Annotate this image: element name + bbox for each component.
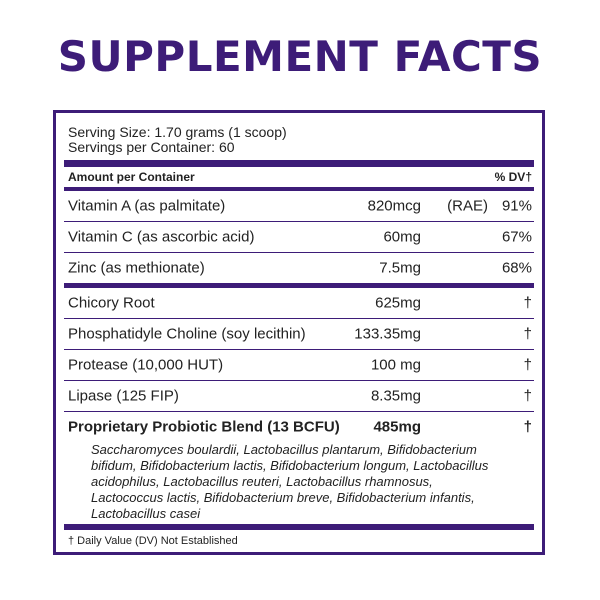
serving-info: Serving Size: 1.70 grams (1 scoop) Servi… bbox=[56, 113, 542, 155]
blend-line: Lactobacillus casei bbox=[91, 506, 201, 521]
row-divider bbox=[64, 221, 534, 222]
row-divider bbox=[64, 380, 534, 381]
nutrient-name: Protease (10,000 HUT) bbox=[68, 356, 224, 374]
footnote: † Daily Value (DV) Not Established bbox=[68, 535, 238, 547]
nutrient-name: Zinc (as methionate) bbox=[68, 259, 205, 277]
blend-list: Saccharomyces boulardii, Lactobacillus p… bbox=[56, 442, 542, 522]
nutrient-amount: 625mg bbox=[375, 294, 421, 312]
nutrient-amount: 133.35mg bbox=[354, 325, 421, 343]
nutrient-dv: † bbox=[523, 325, 532, 343]
nutrient-name: Lipase (125 FIP) bbox=[68, 387, 179, 405]
row-divider bbox=[64, 318, 534, 319]
thick-rule bbox=[64, 283, 534, 288]
nutrient-name: Vitamin C (as ascorbic acid) bbox=[68, 228, 255, 246]
row-divider bbox=[64, 411, 534, 412]
nutrient-amount: 820mcg bbox=[367, 197, 421, 215]
nutrient-row: Phosphatidyle Choline (soy lecithin) 133.… bbox=[56, 319, 542, 349]
dv-header: % DV† bbox=[494, 170, 532, 184]
servings-per-container: Servings per Container: 60 bbox=[68, 139, 235, 155]
blend-line: Saccharomyces boulardii, Lactobacillus p… bbox=[91, 442, 477, 457]
nutrient-dv: † bbox=[523, 294, 532, 312]
nutrient-dv: 91% bbox=[501, 197, 532, 215]
row-divider bbox=[64, 252, 534, 253]
blend-line: acidophilus, Lactobacillus reuteri, Lact… bbox=[91, 474, 433, 489]
facts-panel: Serving Size: 1.70 grams (1 scoop) Servi… bbox=[53, 110, 545, 555]
nutrient-row: Vitamin C (as ascorbic acid) 60mg 67% bbox=[56, 222, 542, 252]
nutrient-name: Proprietary Probiotic Blend (13 BCFU) bbox=[68, 418, 340, 436]
nutrient-amount: 60mg bbox=[383, 228, 421, 246]
nutrient-dv: † bbox=[523, 418, 532, 436]
nutrient-row: Proprietary Probiotic Blend (13 BCFU) 485… bbox=[56, 412, 542, 442]
nutrient-amount: 485mg bbox=[373, 418, 421, 436]
rule bbox=[64, 187, 534, 191]
nutrient-row: Protease (10,000 HUT) 100 mg † bbox=[56, 350, 542, 380]
nutrient-row: Lipase (125 FIP) 8.35mg † bbox=[56, 381, 542, 411]
nutrient-row: Vitamin A (as palmitate) 820mcg (RAE) 91% bbox=[56, 191, 542, 221]
nutrient-name: Chicory Root bbox=[68, 294, 155, 312]
serving-size: Serving Size: 1.70 grams (1 scoop) bbox=[68, 124, 287, 140]
nutrient-name: Vitamin A (as palmitate) bbox=[68, 197, 226, 215]
nutrient-row: Zinc (as methionate) 7.5mg 68% bbox=[56, 253, 542, 283]
nutrient-amount: 100 mg bbox=[370, 356, 421, 374]
nutrient-dv: 67% bbox=[501, 228, 532, 246]
vitamin-rows: Vitamin A (as palmitate) 820mcg (RAE) 91% Vi… bbox=[56, 191, 542, 283]
nutrient-dv: 68% bbox=[501, 259, 532, 277]
blend-line: bifidum, Bifidobacterium lactis, Bifidob… bbox=[91, 458, 489, 473]
ingredient-rows: Chicory Root 625mg † Phosphatidyle Choline … bbox=[56, 288, 542, 442]
nutrient-amount: 7.5mg bbox=[379, 259, 421, 277]
thick-rule bbox=[64, 524, 534, 530]
nutrient-dv: † bbox=[523, 356, 532, 374]
nutrient-row: Chicory Root 625mg † bbox=[56, 288, 542, 318]
amount-header: Amount per Container bbox=[68, 170, 195, 184]
nutrient-name: Phosphatidyle Choline (soy lecithin) bbox=[68, 325, 306, 343]
thick-rule bbox=[64, 160, 534, 167]
nutrient-dv: † bbox=[523, 387, 532, 405]
nutrient-amount: 8.35mg bbox=[370, 387, 421, 405]
nutrient-note: (RAE) bbox=[447, 197, 488, 215]
row-divider bbox=[64, 349, 534, 350]
blend-line: Lactococcus lactis, Bifidobacterium brev… bbox=[91, 490, 475, 505]
column-header: Amount per Container % DV† bbox=[56, 167, 542, 187]
title: SUPPLEMENT FACTS bbox=[57, 32, 543, 81]
